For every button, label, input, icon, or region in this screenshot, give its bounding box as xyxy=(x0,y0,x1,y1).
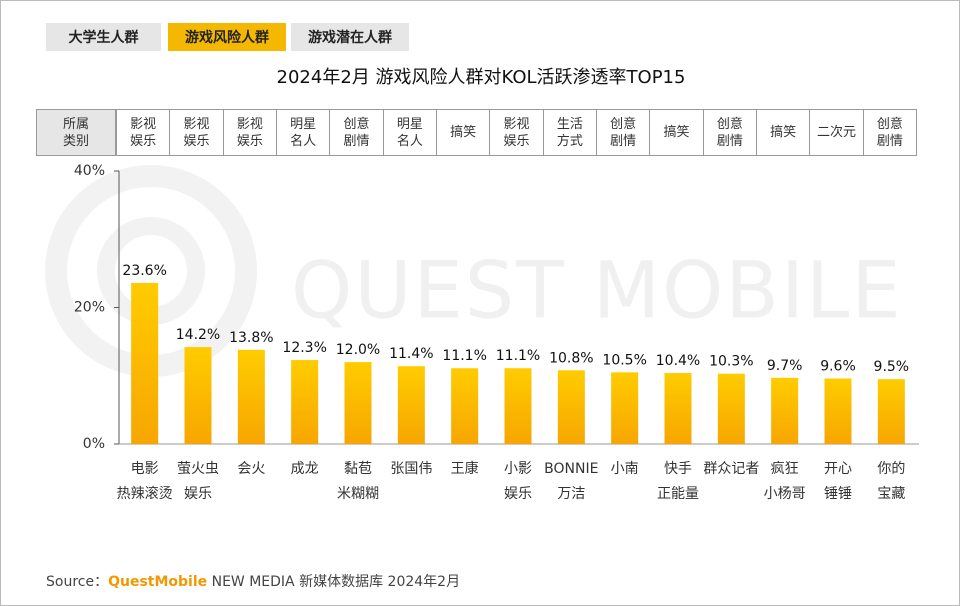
value-label: 10.4% xyxy=(656,353,700,369)
bar xyxy=(451,368,479,444)
x-tick-label: 会火 xyxy=(237,461,266,477)
bar xyxy=(557,370,585,444)
genre-cell: 明星 名人 xyxy=(276,109,331,156)
value-label: 14.2% xyxy=(176,327,220,343)
y-tick-label: 40% xyxy=(74,163,105,179)
genre-cell: 创意 剧情 xyxy=(702,109,757,156)
bar xyxy=(664,373,692,444)
chart-title: 2024年2月 游戏风险人群对KOL活跃渗透率TOP15 xyxy=(277,67,686,88)
x-tick-label: 开心 锤锤 xyxy=(824,461,852,502)
bar xyxy=(504,368,532,444)
x-tick-label: 张国伟 xyxy=(390,461,433,477)
bar xyxy=(611,372,639,444)
x-tick-label: 成龙 xyxy=(290,461,319,477)
genre-cell: 影视 娱乐 xyxy=(169,109,224,156)
bar xyxy=(771,377,799,444)
source-prefix: Source： xyxy=(46,574,109,590)
genre-cell: 搞笑 xyxy=(649,109,704,156)
x-tick-label: BONNIE 万洁 xyxy=(544,461,599,502)
x-tick-label: 小影 娱乐 xyxy=(504,461,532,502)
bar xyxy=(184,347,212,444)
bar xyxy=(397,366,425,444)
source-text: NEW MEDIA 新媒体数据库 2024年2月 xyxy=(211,574,461,590)
genre-cell: 影视 娱乐 xyxy=(222,109,277,156)
tab[interactable]: 大学生人群 xyxy=(46,23,161,51)
x-tick-label: 快手 正能量 xyxy=(657,461,699,502)
value-label: 10.5% xyxy=(602,352,646,368)
genre-cell: 搞笑 xyxy=(436,109,491,156)
x-tick-label: 群众记者 xyxy=(703,461,760,477)
bar xyxy=(237,349,265,444)
tab[interactable]: 游戏风险人群 xyxy=(168,23,286,51)
x-tick-label: 你的 宝藏 xyxy=(877,461,906,502)
x-tick-label: 王康 xyxy=(450,461,479,477)
value-label: 9.7% xyxy=(767,358,803,374)
x-tick-label: 萤火虫 娱乐 xyxy=(177,461,219,502)
value-label: 13.8% xyxy=(229,330,273,346)
value-label: 10.8% xyxy=(549,350,593,366)
genre-cell: 创意 剧情 xyxy=(596,109,651,156)
y-tick-label: 0% xyxy=(83,436,105,452)
value-label: 11.4% xyxy=(389,346,433,362)
genre-cell: 影视 娱乐 xyxy=(116,109,171,156)
x-tick-label: 黏苞 米糊糊 xyxy=(337,461,379,502)
bar xyxy=(131,282,159,444)
bar xyxy=(344,362,372,444)
genre-cell: 影视 娱乐 xyxy=(489,109,544,156)
bar xyxy=(877,379,905,444)
genre-cell: 创意 剧情 xyxy=(862,109,917,156)
genre-cell: 生活 方式 xyxy=(542,109,597,156)
value-label: 11.1% xyxy=(442,348,486,364)
genre-cell: 二次元 xyxy=(809,109,864,156)
x-tick-label: 电影 热辣滚烫 xyxy=(116,461,173,502)
genre-cell: 搞笑 xyxy=(756,109,811,156)
value-label: 12.0% xyxy=(336,342,380,358)
genre-cell: 创意 剧情 xyxy=(329,109,384,156)
bar xyxy=(824,378,852,444)
x-tick-label: 小南 xyxy=(610,461,639,477)
source-brand: QuestMobile xyxy=(108,574,208,590)
value-label: 11.1% xyxy=(496,348,540,364)
genre-cell: 明星 名人 xyxy=(382,109,437,156)
tab[interactable]: 游戏潜在人群 xyxy=(291,23,409,51)
source: Source：QuestMobile NEW MEDIA 新媒体数据库 2024… xyxy=(46,571,460,591)
value-label: 9.5% xyxy=(874,359,910,375)
y-tick-label: 20% xyxy=(74,300,105,316)
watermark: QUEST MOBILE xyxy=(291,246,903,336)
value-label: 23.6% xyxy=(122,263,166,279)
bar xyxy=(717,373,745,444)
value-label: 12.3% xyxy=(282,340,326,356)
x-tick-label: 疯狂 小杨哥 xyxy=(763,461,806,502)
genre-header: 所属 类别 xyxy=(36,109,116,156)
value-label: 9.6% xyxy=(820,358,856,374)
bar xyxy=(291,360,319,444)
value-label: 10.3% xyxy=(709,354,753,370)
